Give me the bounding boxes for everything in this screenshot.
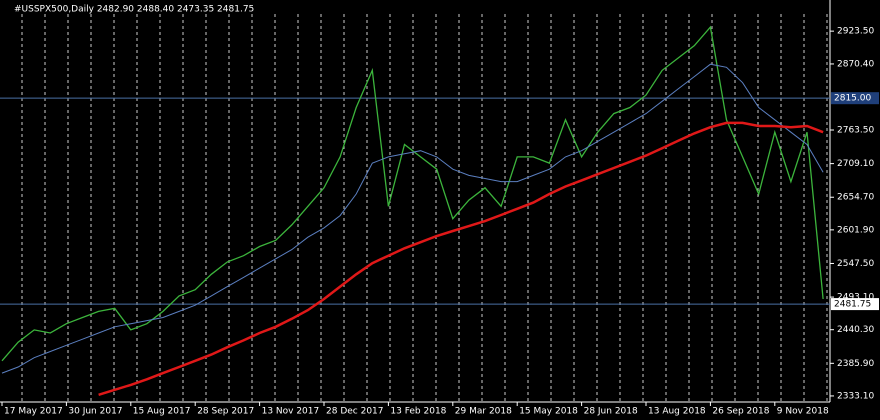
x-tick-label: 15 May 2018 <box>519 407 578 417</box>
y-tick-label: 2547.50 <box>837 259 874 269</box>
x-tick-label: 13 Feb 2018 <box>390 407 446 417</box>
y-tick-label: 2709.10 <box>837 159 874 169</box>
level-label: 2815.00 <box>834 94 871 104</box>
series-line <box>1 25 824 362</box>
x-tick-label: 17 May 2017 <box>4 407 63 417</box>
series-line <box>98 121 824 396</box>
x-tick-label: 28 Sep 2017 <box>197 407 254 417</box>
vertical-grid <box>21 14 828 402</box>
y-tick-label: 2385.90 <box>837 359 874 369</box>
level-label-box <box>831 92 879 105</box>
x-tick-label: 9 Nov 2018 <box>777 407 829 417</box>
y-tick-label: 2601.90 <box>837 225 874 235</box>
y-tick-label: 2493.10 <box>837 293 874 303</box>
level-label-box <box>831 298 879 311</box>
chart-title: #USSPX500,Daily 2482.90 2488.40 2473.35 … <box>14 5 254 15</box>
x-tick-label: 15 Aug 2017 <box>133 407 191 417</box>
y-tick-label: 2923.50 <box>837 27 874 37</box>
y-tick-label: 2440.30 <box>837 325 874 335</box>
y-tick-label: 2654.70 <box>837 193 874 203</box>
y-tick-label: 2763.50 <box>837 126 874 136</box>
x-tick-label: 30 Jun 2017 <box>68 407 122 417</box>
x-tick-label: 29 Mar 2018 <box>455 407 512 417</box>
x-tick-label: 26 Sep 2018 <box>712 407 769 417</box>
x-tick-label: 13 Nov 2017 <box>262 407 320 417</box>
x-tick-label: 28 Jun 2018 <box>584 407 638 417</box>
level-label: 2481.75 <box>834 300 871 310</box>
y-tick-label: 2333.10 <box>837 391 874 401</box>
y-tick-label: 2870.40 <box>837 59 874 69</box>
x-tick-label: 28 Dec 2017 <box>326 407 384 417</box>
series-line <box>1 63 824 374</box>
x-tick-label: 13 Aug 2018 <box>648 407 706 417</box>
